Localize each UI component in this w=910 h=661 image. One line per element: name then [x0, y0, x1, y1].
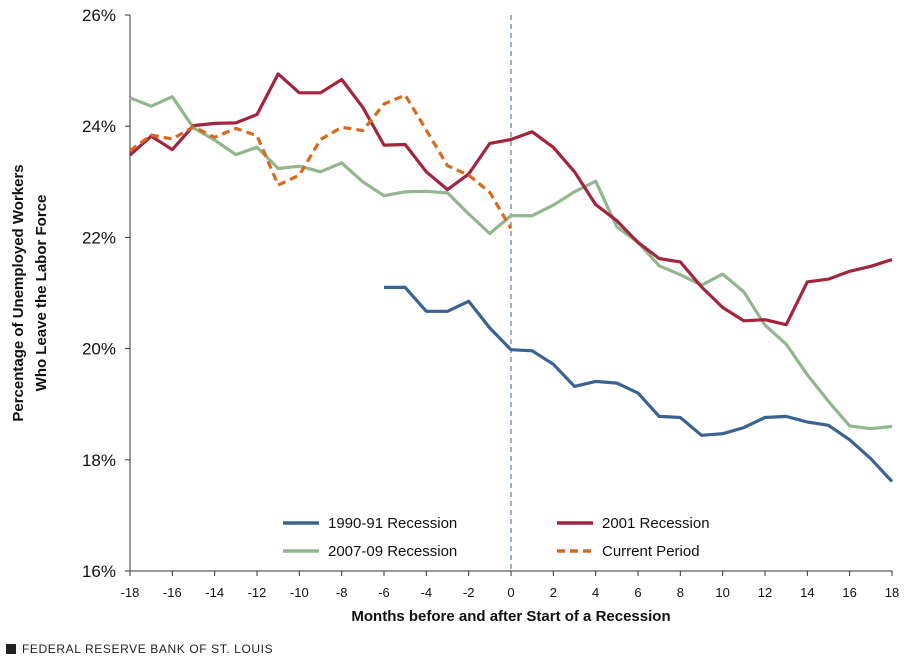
y-axis-title-line-1: Percentage of Unemployed Workers — [10, 164, 27, 421]
x-tick-label: -12 — [248, 585, 267, 600]
footer-square-icon — [6, 644, 16, 654]
series-line-2007-09-recession — [129, 95, 893, 431]
legend-label: Current Period — [602, 543, 700, 560]
x-tick-label: -16 — [163, 585, 182, 600]
legend-label: 2007-09 Recession — [328, 543, 457, 560]
x-tick-label: 6 — [634, 585, 641, 600]
x-tick-label: -2 — [463, 585, 475, 600]
x-tick-label: -18 — [121, 585, 140, 600]
y-tick-label: 16% — [82, 562, 116, 581]
x-tick-label: 4 — [592, 585, 599, 600]
y-tick-label: 22% — [82, 228, 116, 247]
y-tick-label: 24% — [82, 117, 116, 136]
series-line-current-period — [129, 93, 513, 230]
x-tick-label: 2 — [550, 585, 557, 600]
x-tick-label: 10 — [715, 585, 729, 600]
x-tick-label: 8 — [677, 585, 684, 600]
footer-text: FEDERAL RESERVE BANK OF ST. LOUIS — [22, 642, 274, 656]
legend-label: 1990-91 Recession — [328, 515, 457, 532]
series-line-1990-91-recession — [384, 285, 894, 483]
x-tick-label: -4 — [421, 585, 433, 600]
x-tick-label: -14 — [205, 585, 224, 600]
legend: 1990-91 Recession 2001 Recession 2007-09 R… — [283, 515, 710, 560]
x-tick-label: -6 — [378, 585, 390, 600]
y-axis-title-line-2: Who Leave the Labor Force — [33, 195, 50, 392]
y-tick-label: 26% — [82, 6, 116, 25]
y-tick-label: 18% — [82, 451, 116, 470]
x-tick-label: 16 — [842, 585, 856, 600]
x-tick-label: 14 — [800, 585, 814, 600]
y-tick-label: 20% — [82, 340, 116, 359]
footer: FEDERAL RESERVE BANK OF ST. LOUIS — [6, 642, 273, 656]
legend-label: 2001 Recession — [602, 515, 710, 532]
series-line-2001-recession — [128, 72, 893, 327]
x-tick-label: -10 — [290, 585, 309, 600]
x-axis-title: Months before and after Start of a Reces… — [351, 608, 670, 625]
x-tick-label: 0 — [507, 585, 514, 600]
x-tick-label: -8 — [336, 585, 348, 600]
x-tick-label: 18 — [885, 585, 899, 600]
x-tick-label: 12 — [758, 585, 772, 600]
